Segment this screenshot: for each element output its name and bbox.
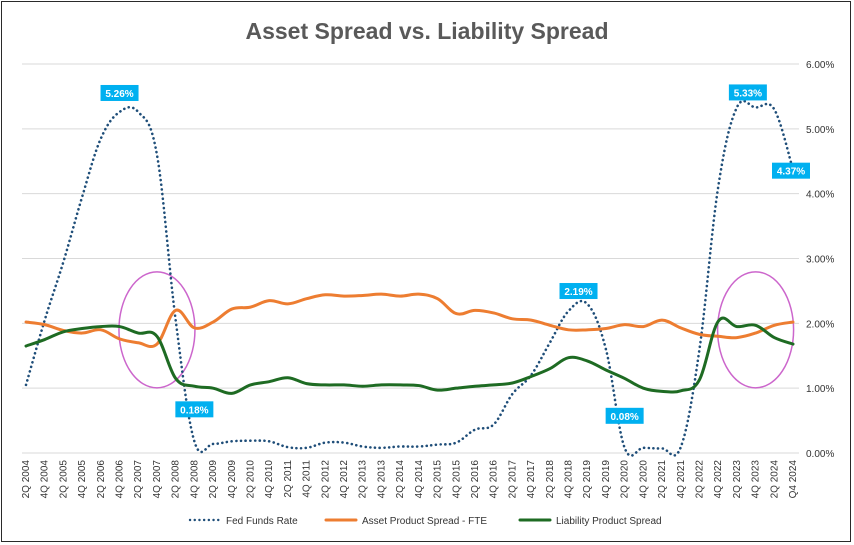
- x-tick-label: 4Q 2015: [451, 460, 462, 499]
- x-tick-label: 2Q 2012: [320, 460, 331, 499]
- x-tick-label: 4Q 2022: [713, 460, 724, 499]
- x-tick-label: 2Q 2007: [133, 460, 144, 499]
- y-tick-label: 3.00%: [806, 255, 834, 266]
- series-line-asset-product-spread-fte: [24, 292, 795, 348]
- x-tick-label: 2Q 2014: [395, 460, 406, 499]
- x-tick-label: 4Q 2016: [489, 460, 500, 499]
- x-tick-label: 4Q 2007: [152, 460, 163, 499]
- x-tick-label: 2Q 2015: [433, 460, 444, 499]
- callout-label: 5.26%: [105, 89, 133, 100]
- series-line-liability-product-spread: [24, 316, 795, 395]
- chart-title: Asset Spread vs. Liability Spread: [245, 18, 609, 44]
- callout-box: [772, 162, 810, 179]
- x-tick-label: 4Q 2019: [601, 460, 612, 499]
- y-tick-label: 0.00%: [806, 449, 834, 460]
- callout-box: [559, 283, 598, 300]
- x-tick-label: 2Q 2008: [171, 460, 182, 499]
- x-tick-label: 4Q 2021: [676, 460, 687, 499]
- x-tick-label: 2Q 2024: [769, 460, 780, 499]
- y-tick-label: 6.00%: [806, 60, 834, 71]
- x-tick-label: 2Q 2009: [208, 460, 219, 499]
- series-line-fed-funds-rate: [24, 99, 795, 457]
- x-tick-label: 4Q 2011: [302, 460, 313, 498]
- callout-label: 5.33%: [734, 88, 762, 99]
- x-tick-label: 2Q 2011: [283, 460, 294, 498]
- callout-box: [100, 84, 139, 101]
- x-tick-label: 2Q 2019: [582, 460, 593, 499]
- x-tick-label: 2Q 2023: [732, 460, 743, 499]
- y-tick-label: 1.00%: [806, 384, 834, 395]
- x-tick-label: 4Q 2013: [376, 460, 387, 499]
- x-tick-label: 4Q 2009: [227, 460, 238, 499]
- x-tick-label: 2Q 2005: [58, 460, 69, 499]
- x-tick-label: 2Q 2016: [470, 460, 481, 499]
- x-tick-label: 2Q 2006: [96, 460, 107, 499]
- legend-label: Liability Product Spread: [556, 516, 662, 527]
- x-tick-label: 4Q 2010: [264, 460, 275, 499]
- x-tick-label: Q4 2024: [788, 460, 799, 499]
- callout-label: 0.18%: [180, 405, 208, 416]
- callout-box: [175, 401, 214, 418]
- callout-box: [728, 84, 767, 101]
- callout-label: 0.08%: [610, 412, 638, 423]
- legend-label: Fed Funds Rate: [226, 516, 298, 527]
- x-tick-label: 4Q 2023: [751, 460, 762, 499]
- x-tick-label: 2Q 2020: [620, 460, 631, 499]
- y-tick-label: 4.00%: [806, 190, 834, 201]
- x-tick-label: 2Q 2021: [657, 460, 668, 499]
- x-tick-label: 4Q 2005: [77, 460, 88, 499]
- x-tick-label: 2Q 2004: [21, 460, 32, 499]
- x-tick-label: 4Q 2020: [638, 460, 649, 499]
- x-tick-label: 4Q 2014: [414, 460, 425, 499]
- legend-label: Asset Product Spread - FTE: [362, 516, 487, 527]
- x-tick-label: 2Q 2013: [358, 460, 369, 499]
- x-tick-label: 4Q 2017: [526, 460, 537, 499]
- x-tick-label: 4Q 2018: [564, 460, 575, 499]
- x-tick-label: 2Q 2017: [507, 460, 518, 499]
- x-tick-label: 2Q 2010: [245, 460, 256, 499]
- highlight-circle: [716, 271, 795, 389]
- callout-box: [605, 407, 644, 424]
- y-tick-label: 5.00%: [806, 125, 834, 136]
- x-tick-label: 2Q 2022: [694, 460, 705, 499]
- highlight-circle: [118, 271, 196, 389]
- x-tick-label: 4Q 2006: [115, 460, 126, 499]
- x-tick-label: 2Q 2018: [545, 460, 556, 499]
- x-tick-label: 4Q 2008: [189, 460, 200, 499]
- x-tick-label: 4Q 2012: [339, 460, 350, 499]
- y-tick-label: 2.00%: [806, 319, 834, 330]
- x-tick-label: 4Q 2004: [40, 460, 51, 499]
- callout-label: 4.37%: [777, 167, 805, 178]
- callout-label: 2.19%: [564, 287, 592, 298]
